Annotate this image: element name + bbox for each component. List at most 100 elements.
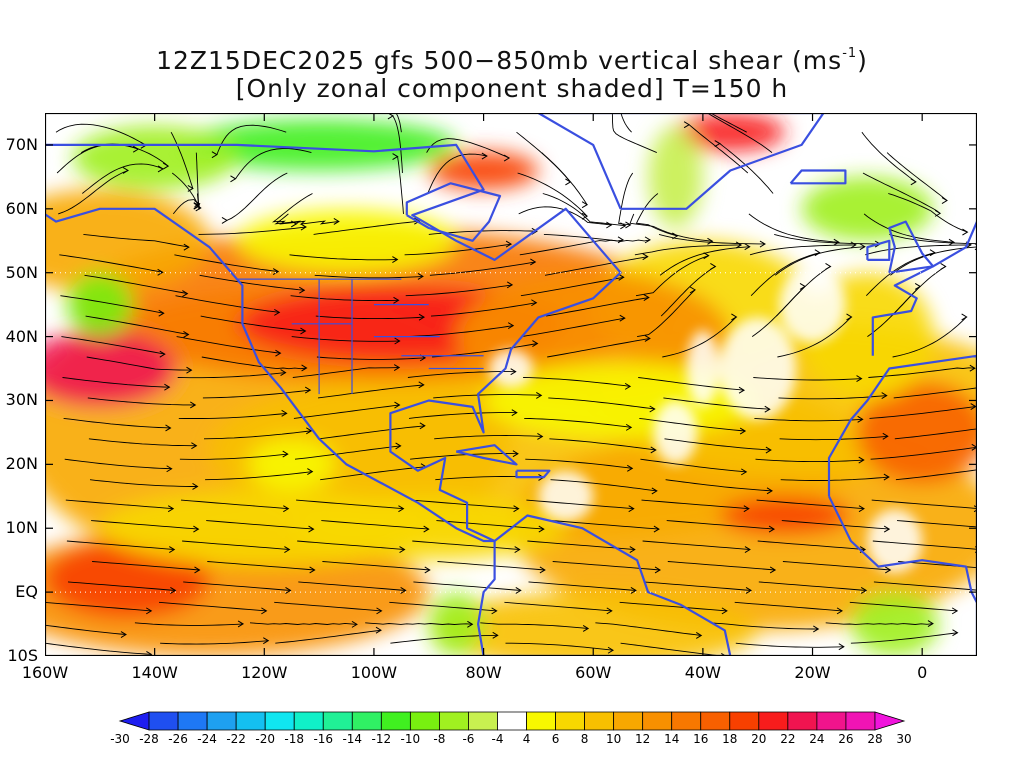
streamline-arrow [394,337,401,345]
streamline-arrow [618,273,625,281]
colorbar-swatch [787,711,818,731]
streamline-arrow [122,167,129,174]
lon-label: 140W [131,663,178,682]
streamline [198,226,306,235]
shear-map [45,113,977,656]
streamline-arrow [503,154,511,162]
colorbar-swatch [264,711,295,731]
streamline-arrow [825,263,832,270]
coastline [477,514,732,656]
streamline-arrow [514,546,521,553]
streamline [519,239,624,256]
streamline [634,244,742,256]
streamline [638,377,745,391]
streamline [480,622,589,629]
streamline [782,561,891,571]
streamline [635,255,709,297]
lon-label: 60W [575,663,612,682]
streamline-arrow [506,281,514,289]
lat-label: 60N [5,198,38,218]
streamline [516,131,571,183]
streamline [437,561,545,571]
colorbar-label: -4 [491,732,504,746]
shading-blob [66,272,133,337]
shading-blob [45,541,210,618]
streamline-arrow [539,566,546,574]
colorbar-label: -12 [371,732,392,746]
streamline-arrow [703,252,710,260]
streamline [757,540,866,550]
shading-gap [686,330,720,407]
streamline [595,622,702,636]
colorbar-swatch [671,711,702,731]
streamline-arrow [714,140,721,147]
streamline-arrow [885,566,892,574]
colorbar-swatch [874,711,906,731]
streamline [637,289,696,338]
streamline-arrow [281,409,288,417]
colorbar-label: 16 [693,732,709,746]
streamline [749,244,856,256]
streamline [274,601,382,612]
streamline [320,466,426,481]
streamline-arrow [146,650,153,656]
streamline [665,479,773,492]
streamline [199,274,305,291]
streamline [643,581,752,591]
streamline [313,220,420,235]
shading-gap [538,470,594,522]
streamline [434,435,543,440]
streamline-arrow [857,415,864,423]
streamline [662,316,737,358]
streamline [620,642,727,656]
colorbar-swatch [584,711,615,731]
streamline-arrow [644,335,651,342]
streamline [88,438,197,447]
streamline-arrow [183,243,190,251]
streamline [294,445,401,460]
streamline-arrow [650,446,657,454]
streamline-arrow [707,237,714,245]
streamline-arrow [882,432,889,440]
streamline [59,254,163,273]
shading-blob [45,330,177,407]
colorbar-label: -16 [313,732,334,746]
streamline-arrow [301,364,308,372]
streamline-arrow [929,249,936,257]
streamline-arrow [531,299,538,307]
lat-label: 70N [5,134,38,154]
streamline-arrow [467,620,474,628]
streamline [865,244,972,256]
colorbar-swatch [816,711,847,731]
streamline [520,276,624,297]
streamline-arrow [642,253,649,261]
streamline-arrow [744,546,751,553]
streamline-arrow [617,236,624,244]
streamline-arrow [643,294,650,301]
streamline-arrow [400,586,407,594]
streamline [203,430,312,440]
streamline-arrow [766,487,773,495]
streamline [659,246,750,276]
streamline [618,172,634,226]
streamline-arrow [394,401,401,409]
streamline [896,520,977,528]
streamline-arrow [280,369,287,377]
shading-gap [653,400,698,465]
streamline-arrow [275,349,282,357]
streamline-arrow [607,646,615,654]
streamline [405,284,513,297]
streamline [871,499,977,509]
streamline-arrow [419,422,426,430]
streamline [660,266,716,317]
streamline-arrow [221,216,228,224]
streamline [774,233,881,245]
streamline-arrow [167,505,175,513]
streamline [134,622,244,626]
streamline [289,254,398,261]
colorbar-label: -20 [255,732,275,746]
streamline [84,274,188,295]
streamline-arrow [417,272,424,280]
streamline [207,561,315,571]
colorbar-label: 12 [635,732,651,746]
